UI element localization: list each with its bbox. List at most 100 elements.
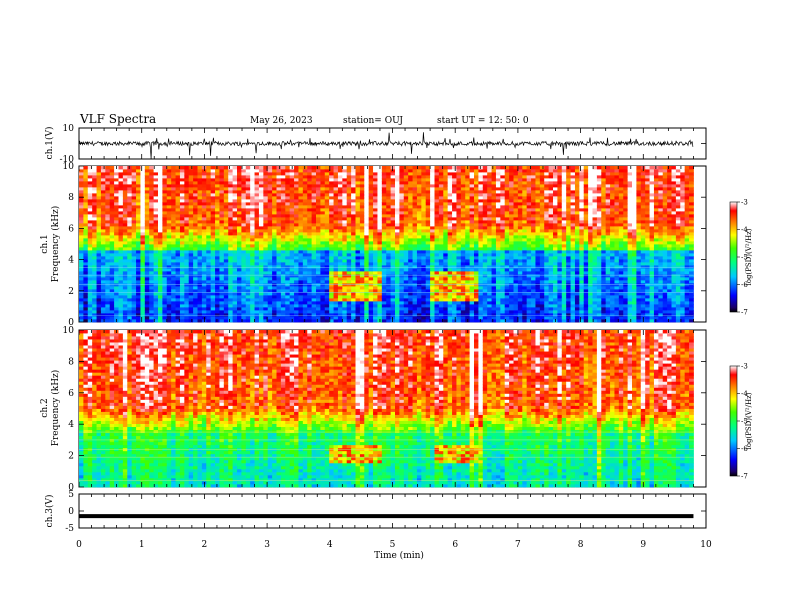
spectrogram-cell [140,229,146,233]
spectrogram-cell [302,202,308,206]
spectrogram-cell [263,196,269,200]
spectrogram-cell [399,202,405,206]
spectrogram-cell [162,286,168,290]
spectrogram-cell [179,319,185,323]
spectrogram-cell [386,286,392,290]
spectrogram-cell [430,208,435,212]
spectrogram-cell [478,226,484,230]
spectrogram-cell [219,208,225,212]
spectrogram-cell [460,202,466,206]
spectrogram-cell [421,217,427,221]
spectrogram-cell [114,241,119,245]
spectrogram-cell [92,238,97,242]
spectrogram-cell [456,268,462,272]
spectrogram-cell [364,172,370,176]
spectrogram-cell [416,313,422,317]
spectrogram-cell [289,253,295,257]
spectrogram-cell [79,286,84,290]
spectrogram-cell [254,184,260,188]
spectrogram-cell [359,274,365,278]
spectrogram-cell [456,229,462,233]
spectrogram-cell [390,205,396,209]
spectrogram-cell [232,196,238,200]
spectrogram-cell [109,271,115,275]
spectrogram-cell [215,196,220,200]
spectrogram-cell [197,220,203,224]
spectrogram-cell [395,319,400,323]
spectrogram-cell [87,205,93,209]
spectrogram-cell [149,289,155,293]
spectrogram-cell [267,313,273,317]
spectrogram-cell [114,190,119,194]
spectrogram-cell [105,310,111,314]
spectrogram-cell [390,241,396,245]
spectrogram-cell [342,319,348,323]
spectrogram-cell [421,181,427,185]
spectrogram-cell [140,304,146,308]
spectrogram-cell [416,175,422,179]
spectrogram-cell [96,316,102,320]
spectrogram-cell [79,166,84,170]
spectrogram-cell [298,166,304,170]
spectrogram-cell [438,232,444,236]
spectrogram-cell [447,244,453,248]
spectrogram-cell [206,181,212,185]
spectrogram-cell [294,256,299,260]
spectrogram-cell [219,235,225,239]
spectrogram-cell [162,196,168,200]
spectrogram-cell [83,178,89,182]
spectrogram-cell [478,301,484,305]
spectrogram-cell [83,301,89,305]
spectrogram-cell [280,229,286,233]
spectrogram-cell [254,205,260,209]
spectrogram-cell [469,235,475,239]
spectrogram-cell [193,268,198,272]
spectrogram-cell [368,244,374,248]
spectrogram-cell [144,178,150,182]
spectrogram-cell [478,232,484,236]
spectrogram-cell [351,193,356,197]
spectrogram-cell [175,193,181,197]
spectrogram-cell [386,295,392,299]
spectrogram-cell [443,307,449,311]
spectrogram-cell [346,310,352,314]
spectrogram-cell [127,187,133,191]
spectrogram-cell [443,268,449,272]
spectrogram-cell [228,295,234,299]
spectrogram-cell [201,181,207,185]
spectrogram-cell [298,313,304,317]
spectrogram-cell [206,211,212,215]
spectrogram-cell [206,286,212,290]
spectrogram-cell [162,205,168,209]
spectrogram-cell [438,208,444,212]
spectrogram-cell [166,298,172,302]
spectrogram-cell [210,193,216,197]
spectrogram-cell [158,280,163,284]
spectrogram-cell [478,274,484,278]
spectrogram-cell [364,232,370,236]
spectrogram-cell [184,274,190,278]
spectrogram-cell [254,262,260,266]
spectrogram-cell [158,313,163,317]
spectrogram-cell [351,172,356,176]
spectrogram-cell [416,307,422,311]
spectrogram-cell [482,277,488,281]
spectrogram-cell [465,172,471,176]
spectrogram-cell [390,196,396,200]
spectrogram-cell [215,271,220,275]
spectrogram-cell [460,196,466,200]
spectrogram-cell [482,250,488,254]
spectrogram-cell [87,196,93,200]
spectrogram-cell [188,217,194,221]
spectrogram-cell [395,247,400,251]
spectrogram-cell [79,298,84,302]
spectrogram-cell [258,178,264,182]
spectrogram-cell [377,172,383,176]
spectrogram-cell [127,292,133,296]
spectrogram-cell [474,199,479,203]
spectrogram-cell [452,298,457,302]
spectrogram-cell [206,298,212,302]
spectrogram-cell [144,175,150,179]
spectrogram-cell [377,178,383,182]
spectrogram-cell [333,208,339,212]
